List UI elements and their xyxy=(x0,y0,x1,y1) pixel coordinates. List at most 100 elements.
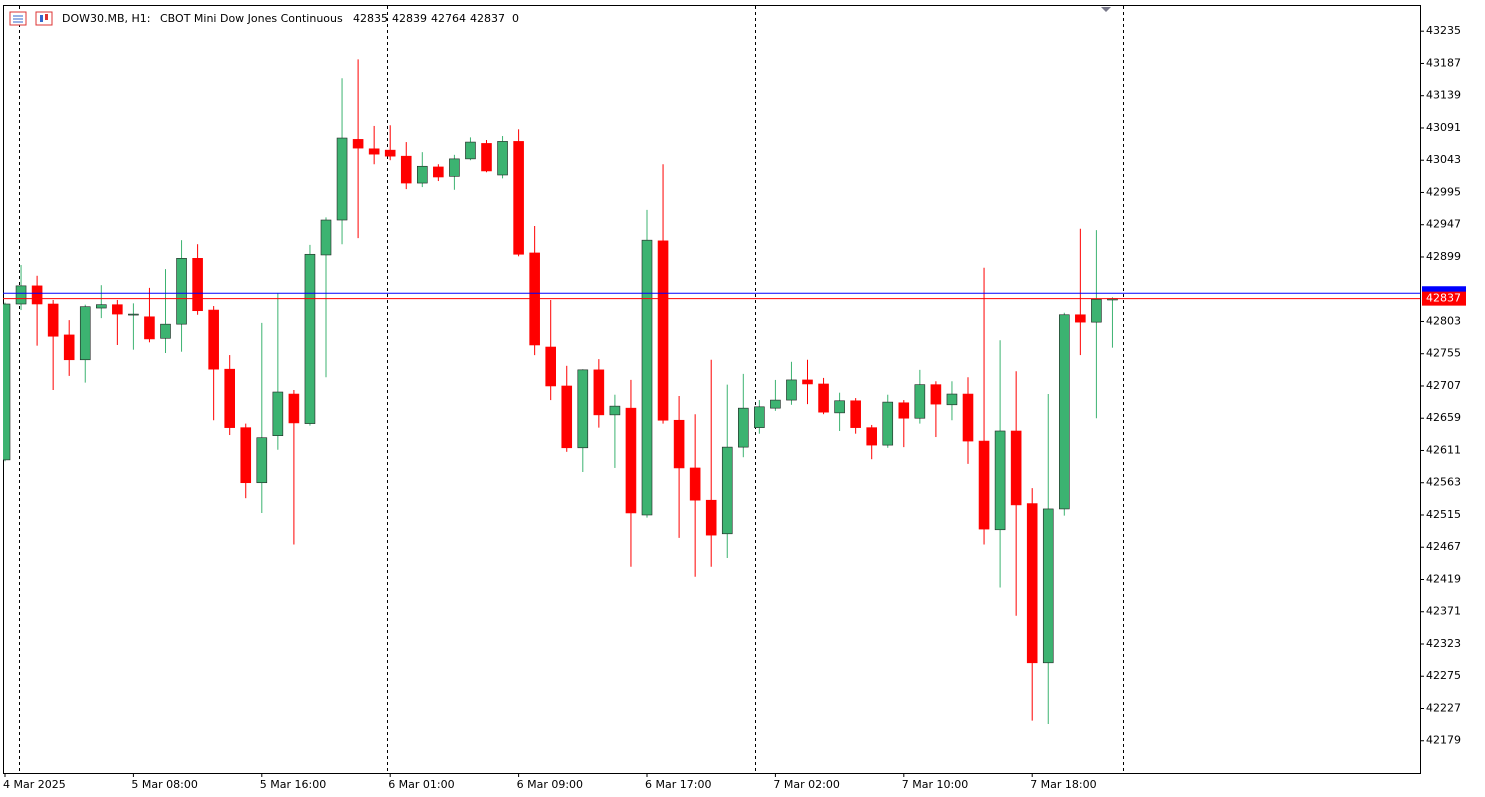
candle-body xyxy=(416,165,428,184)
candle-body xyxy=(288,393,300,424)
candle-body xyxy=(128,313,139,316)
header-close: 42837 xyxy=(470,12,505,25)
y-tick-label: 42467 xyxy=(1426,540,1461,553)
x-tick-label: 5 Mar 16:00 xyxy=(260,778,326,791)
y-tick-label: 42515 xyxy=(1426,508,1461,521)
icon xyxy=(45,14,48,20)
y-tick-label: 42947 xyxy=(1426,218,1461,231)
y-tick-label: 42371 xyxy=(1426,605,1461,618)
candle-body xyxy=(433,166,444,178)
candle-body xyxy=(978,440,990,530)
x-tick-label: 6 Mar 01:00 xyxy=(388,778,454,791)
candle-body xyxy=(1042,508,1054,664)
plot-frame xyxy=(3,5,1421,774)
y-tick-label: 43043 xyxy=(1426,153,1461,166)
header-high: 42839 xyxy=(392,12,427,25)
candle-body xyxy=(497,141,508,176)
y-tick-label: 42899 xyxy=(1426,250,1461,263)
candle-body xyxy=(400,155,412,184)
candle-body xyxy=(930,384,942,405)
header-volume: 0 xyxy=(512,12,519,25)
candle-body xyxy=(802,379,813,385)
candle-body xyxy=(786,379,797,401)
x-tick-label: 5 Mar 08:00 xyxy=(131,778,197,791)
candle-body xyxy=(465,141,476,160)
candle-body xyxy=(962,393,974,442)
candle-body xyxy=(770,399,781,409)
candle-body xyxy=(754,406,765,428)
candle-body xyxy=(866,427,878,446)
icon xyxy=(35,11,53,26)
candle-body xyxy=(914,384,926,419)
candle-body xyxy=(47,303,59,337)
candle-body xyxy=(593,369,605,416)
candle-body xyxy=(304,253,316,424)
y-tick-label: 42179 xyxy=(1426,734,1461,747)
candle-body xyxy=(898,402,910,419)
last-price-label: 42837 xyxy=(1426,292,1461,305)
candle-body xyxy=(79,306,91,361)
x-tick-label: 7 Mar 10:00 xyxy=(902,778,968,791)
candle-body xyxy=(994,430,1006,531)
candle-body xyxy=(737,407,749,448)
y-tick-label: 42803 xyxy=(1426,314,1461,327)
shift-marker xyxy=(1101,7,1111,12)
candle-body xyxy=(625,407,637,514)
icon xyxy=(40,15,43,22)
y-tick-label: 43091 xyxy=(1426,121,1461,134)
candle-body xyxy=(3,303,11,461)
candle-body xyxy=(561,385,573,449)
symbol: DOW30.MB, H1: xyxy=(62,12,151,25)
candle-body xyxy=(882,401,894,446)
candle-body xyxy=(834,400,845,414)
candle-body xyxy=(818,383,829,413)
candle-body xyxy=(705,499,717,536)
header-open: 42835 xyxy=(353,12,388,25)
candle-body xyxy=(481,143,492,172)
x-tick-label: 7 Mar 02:00 xyxy=(773,778,839,791)
candle-body xyxy=(192,258,203,312)
candle-body xyxy=(641,239,653,516)
header-low: 42764 xyxy=(431,12,466,25)
candle-body xyxy=(256,437,268,484)
y-tick-label: 42323 xyxy=(1426,637,1461,650)
candle-body xyxy=(240,427,252,484)
y-tick-label: 42659 xyxy=(1426,411,1461,424)
candle-body xyxy=(513,141,524,255)
x-tick-label: 6 Mar 09:00 xyxy=(517,778,583,791)
candle-body xyxy=(1059,314,1070,510)
candle-body xyxy=(160,323,171,339)
candle-body xyxy=(272,391,284,436)
candle-body xyxy=(1075,314,1086,323)
candle-body xyxy=(63,334,75,361)
candle-body xyxy=(112,304,123,315)
x-tick-label: 4 Mar 2025 xyxy=(3,778,66,791)
candle-body xyxy=(1026,503,1038,664)
candle-body xyxy=(208,309,219,370)
y-tick-label: 42995 xyxy=(1426,185,1461,198)
candle-body xyxy=(673,419,685,469)
x-tick-label: 7 Mar 18:00 xyxy=(1030,778,1096,791)
y-tick-label: 42419 xyxy=(1426,572,1461,585)
candle-body xyxy=(1010,430,1022,506)
candle-body xyxy=(320,219,332,256)
y-tick-label: 42611 xyxy=(1426,443,1461,456)
candle-body xyxy=(96,304,107,309)
candle-body xyxy=(144,316,155,340)
plot xyxy=(3,59,1118,724)
candle-body xyxy=(15,285,27,305)
y-tick-label: 42563 xyxy=(1426,476,1461,489)
candle-body xyxy=(352,139,364,149)
day-separators xyxy=(19,6,1124,773)
candle-body xyxy=(224,368,235,428)
x-tick-label: 6 Mar 17:00 xyxy=(645,778,711,791)
candle-body xyxy=(384,149,396,157)
candle-body xyxy=(449,158,460,177)
last-price-box xyxy=(1422,291,1466,306)
candle-body xyxy=(31,285,43,305)
candle-body xyxy=(1091,298,1102,323)
y-tick-label: 43139 xyxy=(1426,89,1461,102)
candle-body xyxy=(946,393,958,406)
description: CBOT Mini Dow Jones Continuous xyxy=(160,12,343,25)
candle-body xyxy=(336,137,348,221)
